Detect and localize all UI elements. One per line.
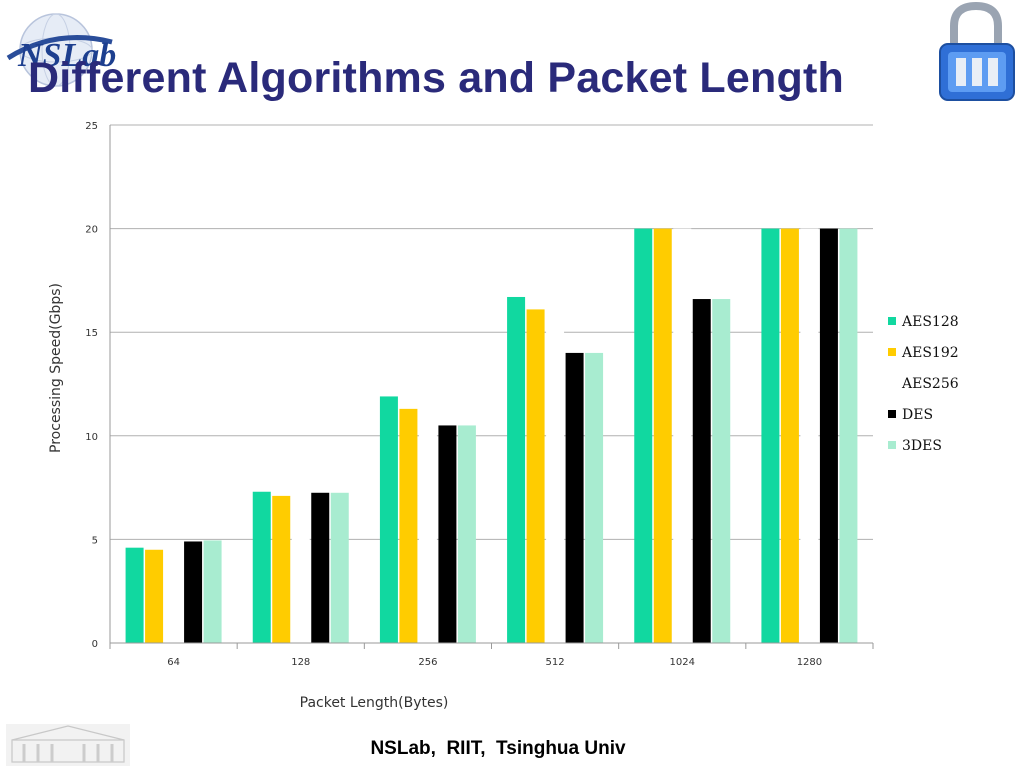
- bar-aes128-64: [125, 547, 144, 643]
- legend-swatch-aes256: [888, 379, 896, 387]
- x-axis-label: Packet Length(Bytes): [300, 695, 449, 711]
- bar-aes256-1280: [800, 228, 819, 643]
- bar-aes256-512: [546, 321, 565, 643]
- bar-3des-1024: [712, 299, 731, 643]
- bar-3des-64: [203, 540, 222, 643]
- legend-label-aes256: AES256: [901, 376, 959, 392]
- y-tick-label: 10: [85, 432, 98, 443]
- y-tick-label: 0: [92, 639, 98, 650]
- bar-aes256-256: [418, 417, 437, 643]
- bar-aes256-64: [164, 551, 183, 643]
- footer-text: NSLab, RIIT, Tsinghua Univ: [0, 738, 1024, 760]
- bar-3des-1280: [839, 228, 858, 643]
- bar-aes192-1024: [653, 228, 672, 643]
- nslab-globe-logo: NSLab: [6, 13, 116, 87]
- x-tick-label: 1024: [670, 657, 695, 668]
- legend-swatch-des: [888, 410, 896, 418]
- bar-aes192-1280: [780, 228, 799, 643]
- x-tick-label: 128: [291, 657, 310, 668]
- axes: [109, 125, 874, 649]
- bar-aes192-64: [145, 549, 164, 643]
- bar-3des-512: [585, 352, 604, 643]
- x-tick-label: 512: [546, 657, 565, 668]
- bar-aes192-512: [526, 309, 545, 643]
- y-tick-label: 25: [85, 121, 98, 132]
- footer-label: NSLab, RIIT, Tsinghua Univ: [370, 738, 626, 759]
- y-tick-labels: 0 5 10 15 20 25: [85, 121, 98, 650]
- bar-aes128-512: [507, 296, 526, 643]
- bar-aes128-1280: [761, 228, 780, 643]
- y-tick-label: 15: [85, 328, 98, 339]
- gridlines: [110, 124, 873, 644]
- y-axis-label: Processing Speed(Gbps): [48, 283, 64, 453]
- bar-des-128: [311, 492, 330, 643]
- bar-des-1024: [692, 299, 711, 643]
- campus-building-watermark: [6, 724, 130, 766]
- bar-aes128-256: [379, 396, 398, 643]
- legend-label-aes128: AES128: [901, 314, 959, 330]
- bar-aes192-128: [272, 495, 291, 643]
- slide-title: Different Algorithms and Packet Length: [28, 54, 844, 102]
- legend-swatch-aes192: [888, 348, 896, 356]
- y-tick-label: 20: [85, 225, 98, 236]
- x-tick-labels: 64 128 256 512 1024 1280: [167, 657, 822, 668]
- x-tick-label: 64: [167, 657, 180, 668]
- bar-des-512: [565, 352, 584, 643]
- bar-des-256: [438, 425, 457, 643]
- legend-label-3des: 3DES: [902, 438, 942, 454]
- y-tick-label: 5: [92, 535, 98, 546]
- logo-text: NSLab: [17, 37, 116, 74]
- x-tick-label: 256: [418, 657, 437, 668]
- bar-3des-128: [330, 492, 349, 643]
- legend-swatch-3des: [888, 441, 896, 449]
- bar-des-1280: [819, 228, 838, 643]
- bar-aes256-1024: [673, 228, 692, 643]
- bar-aes192-256: [399, 408, 418, 643]
- x-tick-label: 1280: [797, 657, 822, 668]
- bar-chart: 0 5 10 15 20 25 64 128 256 512 1024 1280 Packet Le…: [48, 121, 959, 711]
- padlock-icon: [939, 1, 1015, 101]
- legend: AES128 AES192 AES256 DES 3DES: [888, 314, 959, 454]
- legend-label-aes192: AES192: [901, 345, 959, 361]
- bar-3des-256: [457, 425, 476, 643]
- bars: [125, 228, 858, 643]
- bar-des-64: [184, 541, 203, 643]
- bar-aes128-1024: [634, 228, 653, 643]
- legend-label-des: DES: [902, 407, 933, 423]
- bar-aes256-128: [291, 497, 310, 643]
- bar-aes128-128: [252, 491, 271, 643]
- legend-swatch-aes128: [888, 317, 896, 325]
